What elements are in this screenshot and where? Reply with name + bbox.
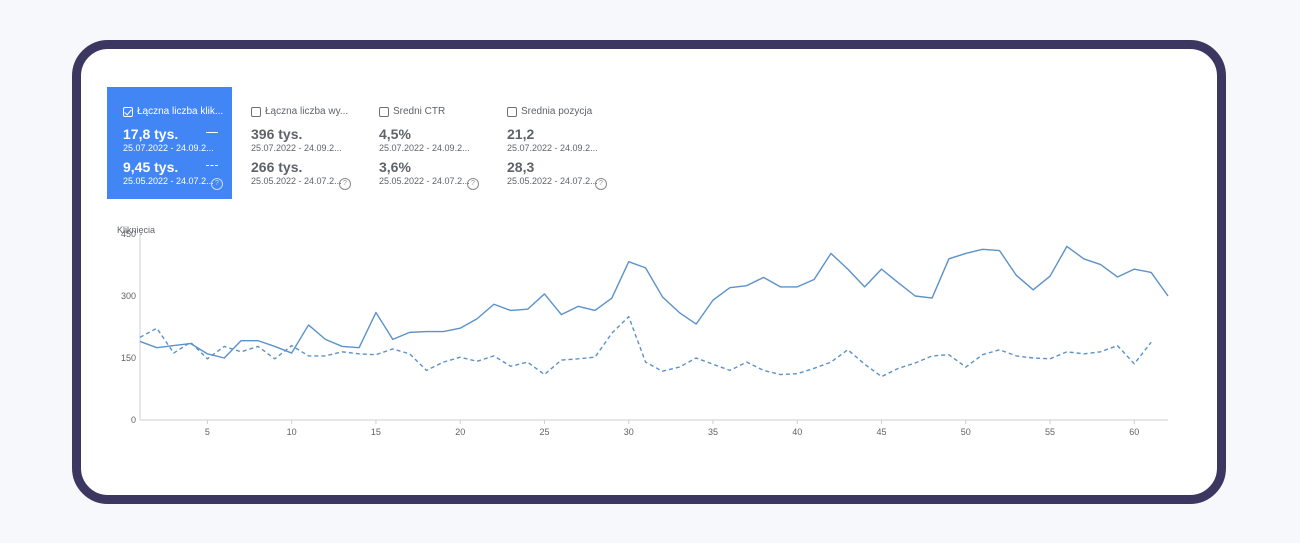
y-tick-label: 300 [121, 291, 136, 301]
help-icon[interactable]: ? [339, 178, 351, 190]
x-tick-label: 35 [708, 427, 718, 437]
metric-value-current: 396 tys. [251, 126, 303, 142]
help-icon[interactable]: ? [467, 178, 479, 190]
metric-card-ctr[interactable]: Średni CTR 4,5% 25.07.2022 - 24.09.2... … [363, 87, 488, 199]
metric-date-current: 25.07.2022 - 24.09.2... [379, 143, 470, 153]
solid-line-legend-icon [206, 132, 218, 133]
metric-title: Średnia pozycja [521, 106, 593, 117]
metric-value-current: 21,2 [507, 126, 535, 142]
x-tick-label: 5 [205, 427, 210, 437]
y-tick-label: 150 [121, 353, 136, 363]
x-tick-label: 25 [539, 427, 549, 437]
dashed-line-legend-icon [206, 165, 218, 166]
checkbox-icon[interactable] [123, 106, 133, 117]
x-tick-label: 15 [371, 427, 381, 437]
x-tick-label: 30 [624, 427, 634, 437]
help-icon[interactable]: ? [595, 178, 607, 190]
series-line-current-period [139, 245, 1169, 359]
metric-date-current: 25.07.2022 - 24.09.2... [251, 143, 342, 153]
metric-date-previous: 25.05.2022 - 24.07.2... [507, 176, 598, 186]
metric-date-current: 25.07.2022 - 24.09.2... [123, 143, 214, 153]
metric-header: Średnia pozycja [507, 105, 616, 118]
y-axis-title: Kliknięcia [117, 225, 156, 235]
y-tick-label: 450 [121, 229, 136, 239]
x-tick-label: 45 [877, 427, 887, 437]
checkbox-icon[interactable] [507, 106, 517, 117]
metric-date-previous: 25.05.2022 - 24.07.2... [123, 176, 214, 186]
metric-card-clicks[interactable]: Łączna liczba klik... 17,8 tys. 25.07.20… [107, 87, 232, 199]
metric-value-previous: 3,6% [379, 159, 411, 175]
x-tick-label: 50 [961, 427, 971, 437]
metric-card-position[interactable]: Średnia pozycja 21,2 25.07.2022 - 24.09.… [491, 87, 616, 199]
series-line-previous-period [139, 315, 1152, 378]
checkbox-icon[interactable] [379, 106, 389, 117]
metric-date-current: 25.07.2022 - 24.09.2... [507, 143, 598, 153]
dashboard-frame: Łączna liczba klik... 17,8 tys. 25.07.20… [72, 40, 1226, 504]
metric-value-previous: 28,3 [507, 159, 535, 175]
metric-date-previous: 25.05.2022 - 24.07.2... [379, 176, 470, 186]
metric-title: Łączna liczba klik... [137, 106, 224, 117]
x-tick-label: 40 [792, 427, 802, 437]
metric-card-impressions[interactable]: Łączna liczba wy... 396 tys. 25.07.2022 … [235, 87, 360, 199]
metric-date-previous: 25.05.2022 - 24.07.2... [251, 176, 342, 186]
checkbox-icon[interactable] [251, 106, 261, 117]
metric-value-current: 17,8 tys. [123, 126, 232, 142]
x-tick-label: 10 [287, 427, 297, 437]
metric-header: Łączna liczba klik... [123, 105, 232, 118]
metric-header: Łączna liczba wy... [251, 105, 360, 118]
metric-header: Średni CTR [379, 105, 488, 118]
help-icon[interactable]: ? [211, 178, 223, 190]
metric-value-previous: 266 tys. [251, 159, 303, 175]
metric-title: Łączna liczba wy... [265, 106, 349, 117]
y-tick-label: 0 [131, 415, 136, 425]
metric-value-current: 4,5% [379, 126, 411, 142]
x-tick-label: 55 [1045, 427, 1055, 437]
metric-value-previous: 9,45 tys. [123, 159, 232, 175]
clicks-line-chart: 0 150 300 450 5 10 15 20 25 30 35 40 45 50 55 60 [121, 229, 1169, 437]
x-tick-label: 60 [1129, 427, 1139, 437]
x-tick-label: 20 [455, 427, 465, 437]
metric-title: Średni CTR [393, 106, 446, 117]
